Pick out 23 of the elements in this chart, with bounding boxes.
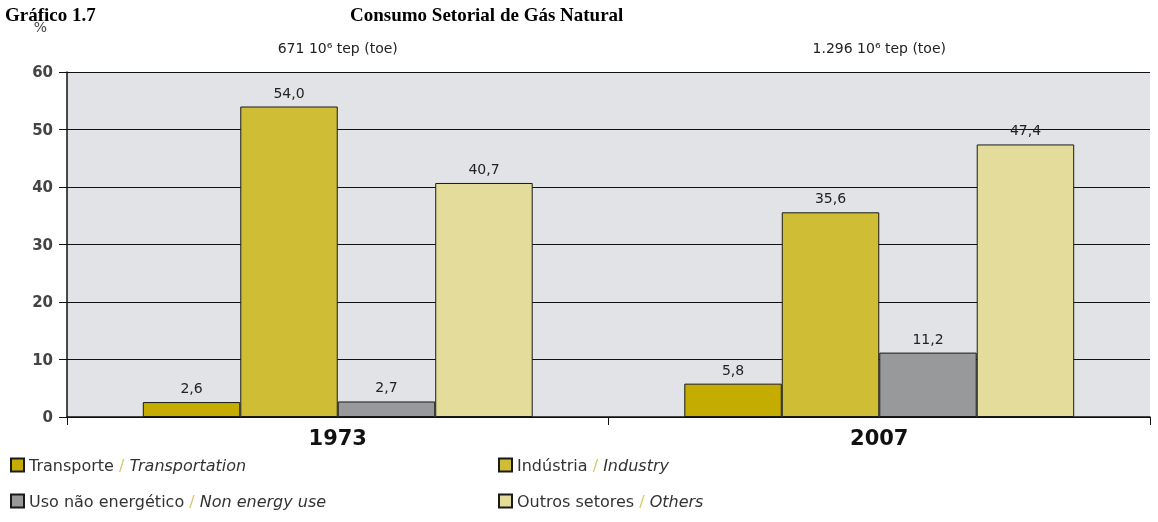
legend-label: Uso não energético / Non energy use	[29, 491, 327, 511]
data-label: 2,6	[180, 380, 203, 397]
chart-title: Consumo Setorial de Gás Natural	[350, 4, 624, 25]
y-tick-label: 0	[42, 408, 53, 426]
x-tick-label: 1973	[308, 425, 367, 450]
legend-label: Outros setores / Others	[517, 491, 704, 511]
y-tick-label: 10	[32, 350, 53, 369]
y-tick-label: 60	[32, 63, 53, 81]
legend-label: Transporte / Transportation	[28, 455, 247, 475]
data-label: 35,6	[814, 190, 847, 207]
data-label: 11,2	[912, 330, 944, 347]
y-tick-label: 40	[32, 178, 53, 196]
y-tick-label: 20	[32, 293, 53, 311]
text: 671 10⁶ tep (toe)	[277, 40, 398, 56]
y-tick-label: 50	[32, 120, 53, 139]
legend-label: Indústria / Industry	[517, 455, 670, 475]
x-tick-label: 2007	[850, 425, 909, 450]
data-label: 54,0	[273, 84, 305, 101]
data-label: 40,7	[468, 160, 500, 177]
data-label: 5,8	[721, 361, 745, 378]
y-tick-label: 30	[32, 235, 53, 254]
text: 1.296 10⁶ tep (toe)	[812, 40, 946, 56]
data-label: 2,7	[375, 379, 398, 396]
